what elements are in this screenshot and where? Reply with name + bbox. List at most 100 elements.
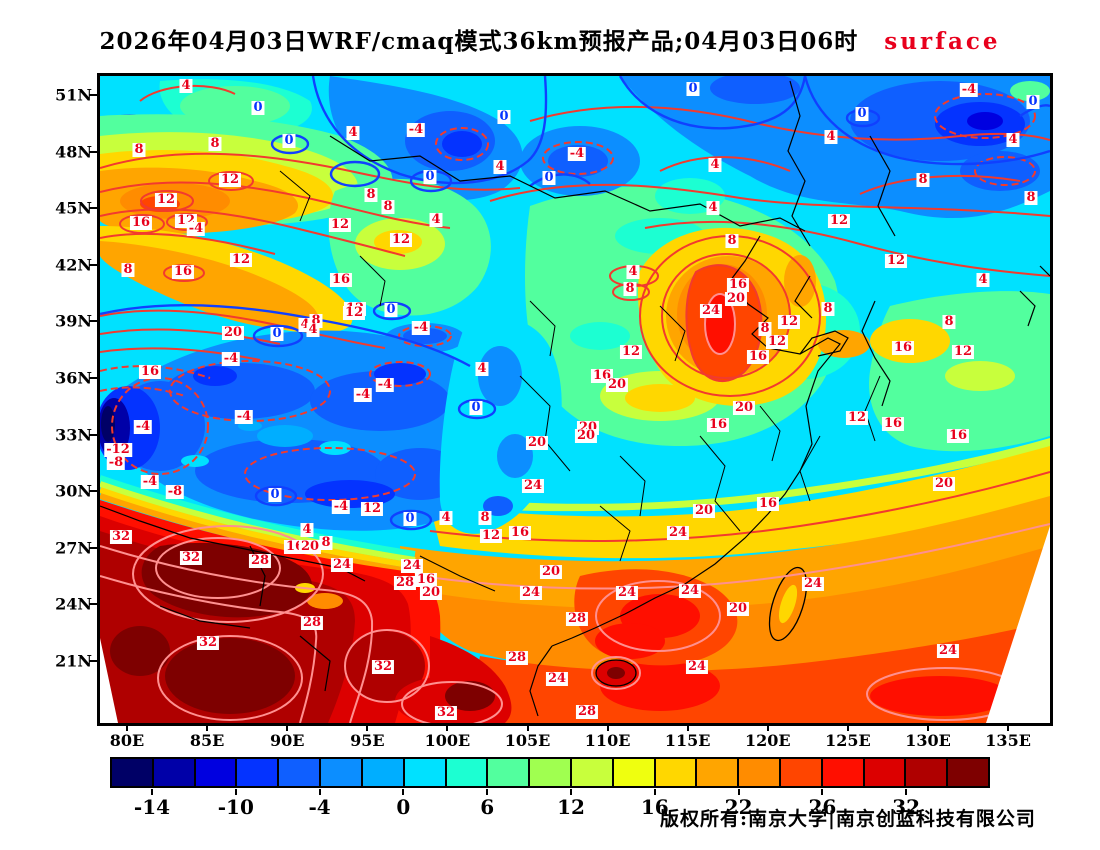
- contour-label-16: 16: [171, 264, 195, 279]
- contour-label-8: 8: [942, 314, 956, 329]
- contour-label-20: 20: [605, 377, 629, 392]
- contour-label-28: 28: [565, 611, 589, 626]
- contour-label--4: -4: [375, 377, 395, 392]
- contour-label-4: 4: [475, 361, 489, 376]
- lon-tick-label: 105E: [504, 731, 551, 750]
- colorbar-tick-label: 26: [808, 795, 837, 819]
- colorbar-cell: [488, 759, 531, 786]
- lon-tick-mark: [446, 723, 449, 731]
- lat-tick-label: 36N: [55, 368, 92, 388]
- contour-label-4: 4: [429, 212, 443, 227]
- colorbar-cell: [781, 759, 823, 786]
- projection-wedge-left: [100, 638, 118, 723]
- colorbar-tick-mark: [486, 789, 489, 795]
- contour-label-12: 12: [342, 305, 366, 320]
- colorbar-tick-mark: [905, 789, 908, 795]
- lat-tick-label: 45N: [55, 198, 92, 218]
- page-title: 2026年04月03日WRF/cmaq模式36km预报产品;04月03日06时 s…: [0, 22, 1100, 56]
- contour-label-0: 0: [282, 133, 296, 148]
- colorbar-tick-mark: [821, 789, 824, 795]
- colorbar-cell: [571, 759, 614, 786]
- contour-label--4: -4: [133, 419, 153, 434]
- contour-label-8: 8: [478, 510, 492, 525]
- contour-label-12: 12: [827, 213, 851, 228]
- contour-label-8: 8: [758, 321, 772, 336]
- lon-tick-mark: [927, 723, 929, 731]
- contour-label-32: 32: [109, 529, 133, 544]
- lat-tick-mark: [89, 377, 97, 379]
- lon-tick-label: 120E: [745, 731, 791, 750]
- contour-label-0: 0: [1026, 94, 1040, 109]
- forecast-map: [97, 73, 1053, 726]
- colorbar-cell: [446, 759, 489, 786]
- lon-tick-mark: [846, 723, 849, 731]
- colorbar-tick-label: -14: [133, 795, 171, 819]
- contour-label-16: 16: [891, 340, 915, 355]
- contour-label-16: 16: [946, 428, 970, 443]
- colorbar-tick-label: 32: [892, 795, 921, 819]
- colorbar-tick-label: 0: [396, 795, 411, 819]
- contour-label-24: 24: [545, 671, 569, 686]
- colorbar-cell: [697, 759, 740, 786]
- lon-tick-label: 100E: [424, 731, 471, 750]
- contour-label-4: 4: [626, 264, 640, 279]
- colorbar-cell: [195, 759, 238, 786]
- contour-label-12: 12: [777, 314, 801, 329]
- contour-label--8: -8: [106, 455, 126, 470]
- contour-label-16: 16: [138, 364, 162, 379]
- temperature-colorbar: [110, 757, 990, 788]
- contour-label--4: -4: [234, 409, 254, 424]
- contour-label-12: 12: [619, 344, 643, 359]
- colorbar-tick-mark: [318, 789, 321, 795]
- contour-label-24: 24: [666, 525, 690, 540]
- contour-label-8: 8: [381, 199, 395, 214]
- contour-label-4: 4: [706, 200, 720, 215]
- contour-label-8: 8: [132, 142, 146, 157]
- contour-label-32: 32: [196, 635, 220, 650]
- contour-label-24: 24: [615, 585, 639, 600]
- colorbar-tick-mark: [402, 789, 405, 795]
- colorbar-cell: [864, 759, 907, 786]
- contour-label-20: 20: [525, 435, 549, 450]
- lon-tick-mark: [526, 723, 529, 731]
- colorbar-cell: [321, 759, 363, 786]
- colorbar-tick-mark: [737, 789, 740, 795]
- contour-label-12: 12: [479, 528, 503, 543]
- contour-label-28: 28: [575, 704, 599, 719]
- contour-label-8: 8: [725, 233, 739, 248]
- colorbar-cell: [906, 759, 949, 786]
- colorbar-tick-label: -4: [308, 795, 331, 819]
- lon-tick-label: 80E: [109, 731, 145, 750]
- contour-label-4: 4: [346, 125, 360, 140]
- colorbar-tick-label: 12: [557, 795, 585, 819]
- contour-label-12: 12: [154, 192, 178, 207]
- colorbar-cell: [279, 759, 322, 786]
- contour-label-20: 20: [221, 325, 245, 340]
- lat-tick-label: 24N: [55, 594, 92, 614]
- contour-label--4: -4: [186, 221, 206, 236]
- colorbar-cell: [613, 759, 656, 786]
- contour-label-20: 20: [539, 564, 563, 579]
- lon-tick-mark: [686, 723, 689, 731]
- contour-label-16: 16: [756, 496, 780, 511]
- contour-label-4: 4: [300, 522, 314, 537]
- contour-label-16: 16: [329, 272, 353, 287]
- contour-label--4: -4: [353, 387, 373, 402]
- contour-label-4: 4: [708, 157, 722, 172]
- contour-label--4: -4: [567, 146, 587, 161]
- contour-label-24: 24: [678, 583, 702, 598]
- contour-label--4: -4: [331, 499, 351, 514]
- contour-label-8: 8: [821, 301, 835, 316]
- lon-tick-label: 90E: [269, 731, 305, 750]
- lat-tick-label: 21N: [55, 651, 92, 671]
- contour-label-28: 28: [393, 575, 417, 590]
- lat-tick-label: 48N: [55, 142, 92, 162]
- contour-label-8: 8: [623, 281, 637, 296]
- colorbar-cell: [655, 759, 698, 786]
- contour-label-8: 8: [208, 136, 222, 151]
- contour-label-4: 4: [179, 78, 193, 93]
- contour-label-16: 16: [726, 277, 750, 292]
- contour-label-24: 24: [685, 659, 709, 674]
- contour-label--4: -4: [140, 474, 160, 489]
- colorbar-cell: [362, 759, 405, 786]
